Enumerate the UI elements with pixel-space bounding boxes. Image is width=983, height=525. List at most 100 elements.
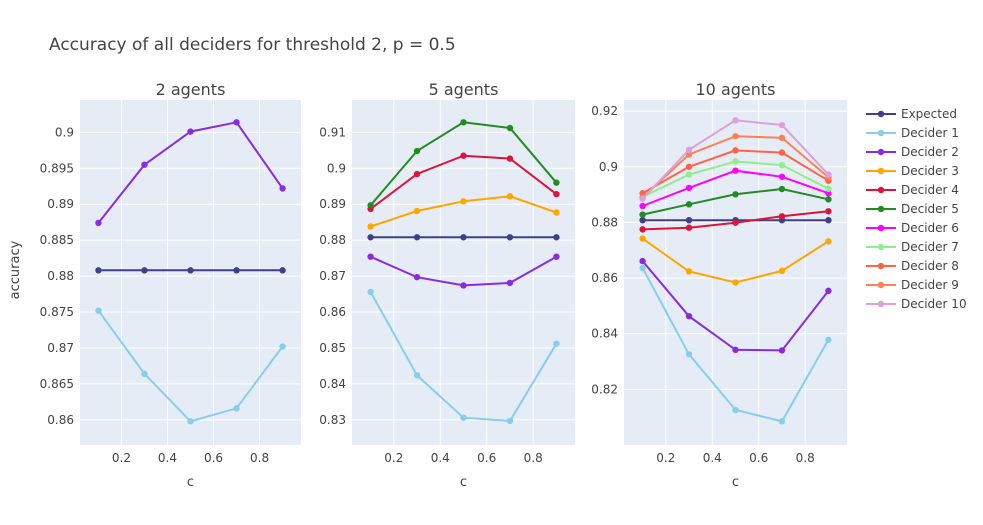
- data-point[interactable]: [460, 198, 467, 205]
- data-point[interactable]: [732, 167, 739, 174]
- data-point[interactable]: [141, 161, 148, 168]
- data-point[interactable]: [553, 190, 560, 198]
- data-point[interactable]: [367, 223, 374, 230]
- series-decider-8[interactable]: [639, 147, 832, 197]
- series-decider-2[interactable]: [367, 253, 560, 289]
- data-point[interactable]: [279, 267, 286, 274]
- series-decider-5[interactable]: [639, 185, 832, 218]
- data-point[interactable]: [413, 372, 421, 379]
- data-point[interactable]: [639, 257, 646, 265]
- data-point[interactable]: [506, 234, 514, 241]
- data-point[interactable]: [413, 147, 421, 155]
- data-point[interactable]: [732, 219, 739, 226]
- data-point[interactable]: [685, 268, 693, 275]
- data-point[interactable]: [187, 418, 194, 425]
- series-decider-1[interactable]: [639, 264, 832, 425]
- data-point[interactable]: [95, 307, 102, 314]
- data-point[interactable]: [460, 119, 467, 126]
- series-expected[interactable]: [95, 267, 286, 274]
- legend-item[interactable]: Decider 2: [866, 145, 959, 159]
- data-point[interactable]: [685, 151, 693, 158]
- data-point[interactable]: [506, 155, 514, 162]
- data-point[interactable]: [732, 158, 739, 165]
- data-point[interactable]: [413, 234, 421, 241]
- data-point[interactable]: [95, 267, 102, 274]
- series-decider-4[interactable]: [639, 208, 832, 233]
- data-point[interactable]: [778, 418, 786, 425]
- legend-item[interactable]: Decider 7: [866, 240, 959, 254]
- data-point[interactable]: [825, 216, 832, 224]
- data-point[interactable]: [233, 405, 240, 412]
- data-point[interactable]: [685, 201, 693, 208]
- data-point[interactable]: [553, 340, 560, 347]
- data-point[interactable]: [778, 185, 786, 193]
- data-point[interactable]: [685, 312, 693, 320]
- data-point[interactable]: [639, 195, 646, 202]
- data-point[interactable]: [778, 173, 786, 180]
- data-point[interactable]: [685, 224, 693, 231]
- data-point[interactable]: [553, 209, 560, 216]
- data-point[interactable]: [685, 184, 693, 192]
- data-point[interactable]: [367, 234, 374, 241]
- legend-item[interactable]: Decider 9: [866, 278, 959, 292]
- data-point[interactable]: [413, 207, 421, 215]
- data-point[interactable]: [732, 279, 739, 286]
- data-point[interactable]: [233, 267, 240, 274]
- legend-item[interactable]: Decider 8: [866, 259, 959, 273]
- legend-item[interactable]: Decider 5: [866, 202, 959, 216]
- data-point[interactable]: [141, 370, 148, 378]
- data-point[interactable]: [825, 336, 832, 344]
- data-point[interactable]: [778, 149, 786, 156]
- series-decider-1[interactable]: [367, 288, 560, 425]
- data-point[interactable]: [685, 351, 693, 358]
- data-point[interactable]: [460, 414, 467, 421]
- series-decider-2[interactable]: [639, 257, 832, 354]
- series-expected[interactable]: [367, 234, 560, 241]
- data-point[interactable]: [732, 147, 739, 154]
- data-point[interactable]: [639, 211, 646, 218]
- data-point[interactable]: [732, 117, 739, 124]
- data-point[interactable]: [825, 196, 832, 203]
- data-point[interactable]: [825, 190, 832, 197]
- data-point[interactable]: [553, 253, 560, 260]
- data-point[interactable]: [639, 202, 646, 210]
- data-point[interactable]: [778, 161, 786, 169]
- data-point[interactable]: [187, 128, 194, 135]
- legend-item[interactable]: Decider 1: [866, 126, 959, 140]
- data-point[interactable]: [732, 406, 739, 414]
- legend[interactable]: Expected Decider 1 Decider 2 Decider 3 Decid…: [866, 107, 967, 311]
- data-point[interactable]: [141, 267, 148, 274]
- series-decider-10[interactable]: [639, 117, 832, 202]
- data-point[interactable]: [732, 132, 739, 140]
- data-point[interactable]: [685, 216, 693, 224]
- data-point[interactable]: [506, 193, 514, 200]
- series-decider-2[interactable]: [95, 119, 286, 227]
- legend-item[interactable]: Decider 6: [866, 221, 959, 235]
- data-point[interactable]: [506, 279, 514, 287]
- series-decider-6[interactable]: [639, 167, 832, 210]
- data-point[interactable]: [279, 343, 286, 350]
- data-point[interactable]: [367, 202, 374, 209]
- series-decider-1[interactable]: [95, 307, 286, 425]
- data-point[interactable]: [778, 213, 786, 220]
- data-point[interactable]: [778, 121, 786, 129]
- data-point[interactable]: [367, 288, 374, 296]
- data-point[interactable]: [460, 152, 467, 159]
- legend-item[interactable]: Decider 4: [866, 183, 959, 197]
- data-point[interactable]: [732, 346, 739, 354]
- data-point[interactable]: [685, 171, 693, 178]
- series-decider-5[interactable]: [367, 119, 560, 209]
- data-point[interactable]: [825, 208, 832, 215]
- data-point[interactable]: [778, 134, 786, 142]
- series-decider-3[interactable]: [367, 193, 560, 230]
- data-point[interactable]: [778, 347, 786, 354]
- data-point[interactable]: [825, 171, 832, 178]
- data-point[interactable]: [367, 253, 374, 260]
- data-point[interactable]: [732, 191, 739, 198]
- data-point[interactable]: [95, 219, 102, 227]
- data-point[interactable]: [413, 170, 421, 178]
- data-point[interactable]: [685, 163, 693, 170]
- data-point[interactable]: [460, 282, 467, 289]
- data-point[interactable]: [187, 267, 194, 274]
- data-point[interactable]: [778, 267, 786, 275]
